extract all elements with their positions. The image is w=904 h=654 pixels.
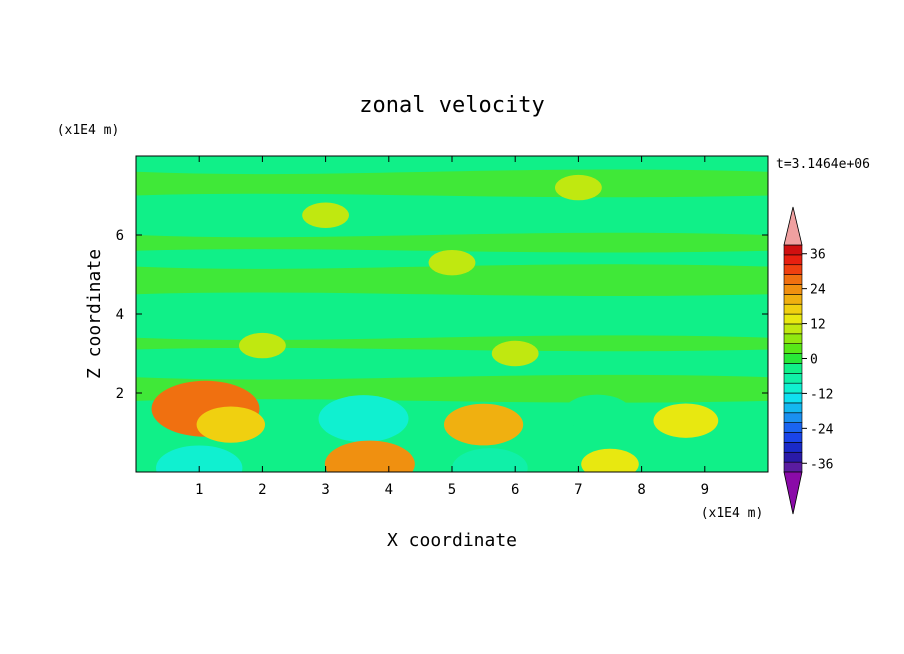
field-contour-blob [563,394,632,431]
x-tick-label: 1 [195,482,203,498]
colorbar-tick-label: -36 [810,457,833,472]
field-contour-blob [452,448,528,472]
field-contour-blob [653,403,719,438]
x-axis-ticks: 1 2 3 4 5 6 7 8 9 [195,156,709,498]
colorbar-bin [783,412,803,423]
y-tick-label: 2 [116,386,124,402]
chart-title: zonal velocity [359,93,544,118]
colorbar: 36 24 12 0 -12 -24 -36 [783,206,834,515]
colorbar-bin [783,303,803,315]
colorbar-bin [783,343,803,354]
colorbar-bin [783,254,803,266]
field-contour-blob [156,445,243,472]
colorbar-tick-label: -24 [810,422,834,437]
colorbar-tick-label: 36 [810,248,826,263]
field-contour-blob [324,440,415,472]
colorbar-bin [783,402,803,414]
x-tick-label: 5 [448,482,456,498]
field-band [136,335,768,352]
colorbar-tick-label: 24 [810,283,826,298]
x-axis-unit: (x1E4 m) [701,506,764,521]
field-contour-blob [302,202,349,228]
colorbar-bin [783,244,803,256]
field-contour-blob [239,332,286,359]
colorbar-bin [783,382,803,394]
colorbar-tick-label: 12 [810,318,826,333]
x-tick-label: 6 [511,482,519,498]
colorbar-bin [783,353,803,364]
colorbar-bin [783,432,803,443]
colorbar-bin [783,461,803,473]
x-tick-label: 3 [321,482,329,498]
y-tick-label: 4 [116,307,124,323]
colorbar-tick-label: 0 [810,353,818,368]
field-contour-blob [196,406,265,443]
colorbar-bin [783,373,803,384]
colorbar-bin [783,294,803,305]
colorbar-tick-label: -12 [810,387,833,402]
x-tick-label: 2 [258,482,266,498]
colorbar-bin [783,313,803,325]
colorbar-bin [783,284,803,295]
field-band [136,264,768,296]
x-tick-label: 4 [385,482,393,498]
colorbar-bin [783,442,803,453]
colorbar-under-triangle [783,471,803,515]
field-contour-blob [555,174,602,201]
field-contour-blob [491,340,539,367]
x-tick-label: 8 [637,482,645,498]
colorbar-bin [783,363,803,374]
field-band [136,169,768,198]
field-contour-blob [428,249,476,276]
field-band [136,374,768,403]
colorbar-bin [783,392,803,404]
time-label: t=3.1464e+06 [776,157,870,172]
colorbar-bin [783,264,803,275]
colorbar-over-triangle [783,206,803,246]
y-axis-label: Z coordinate [84,249,105,379]
x-axis-label: X coordinate [387,530,517,551]
field-contour-blob [581,448,639,472]
x-tick-label: 9 [701,482,709,498]
contour-field [136,156,768,472]
colorbar-bin [783,323,803,335]
field-contour-blob [444,403,524,446]
y-axis-unit: (x1E4 m) [57,123,120,138]
colorbar-bin [783,274,803,285]
colorbar-bin [783,333,803,344]
x-tick-label: 7 [574,482,582,498]
field-band [136,232,768,253]
y-axis-ticks: 2 4 6 [116,228,768,402]
colorbar-bin [783,422,803,433]
y-tick-label: 6 [116,228,124,244]
colorbar-bin [783,451,803,463]
field-contour-blob [318,395,409,443]
